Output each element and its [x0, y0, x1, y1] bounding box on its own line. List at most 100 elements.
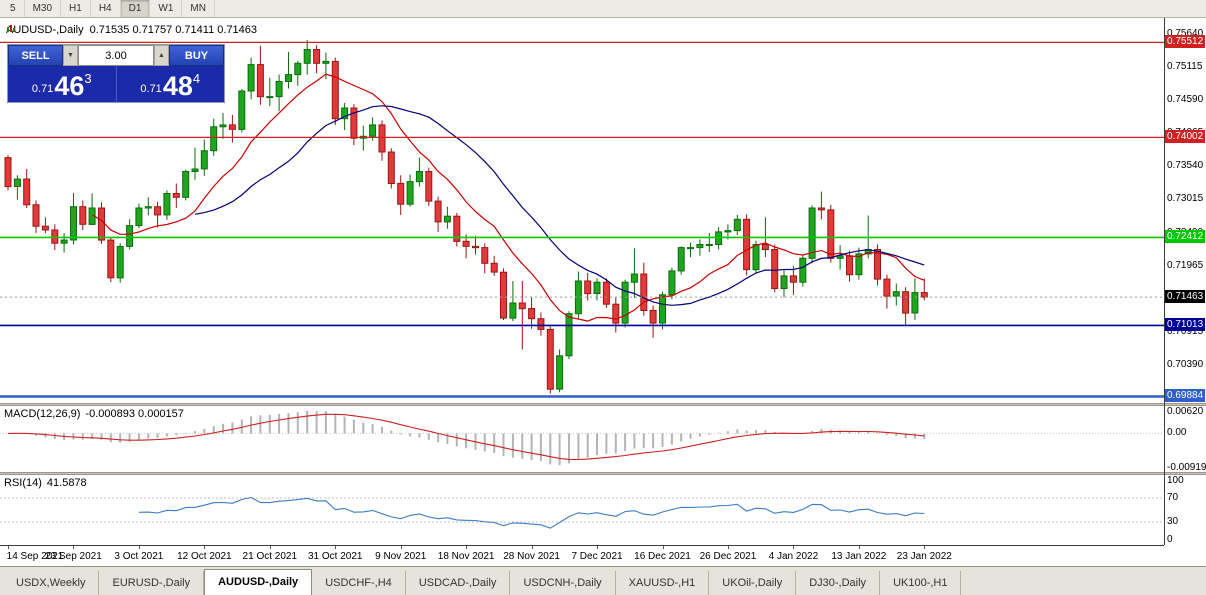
candle	[172, 183, 180, 208]
candle	[500, 268, 507, 320]
timeframe-button-h1[interactable]: H1	[61, 0, 91, 17]
candle	[453, 213, 461, 247]
rsi-pane[interactable]: RSI(14) 41.5878	[0, 475, 1164, 545]
chart-tab-audusddaily[interactable]: AUDUSD-,Daily	[204, 569, 313, 595]
date-axis-label: 23 Sep 2021	[45, 551, 102, 562]
candle	[649, 305, 657, 338]
candle	[640, 262, 648, 316]
timeframe-button-h4[interactable]: H4	[91, 0, 121, 17]
candle	[612, 297, 620, 333]
time-axis-tick	[466, 546, 467, 549]
chart-icon	[7, 25, 15, 32]
time-axis-tick	[663, 546, 664, 549]
macd-title: MACD(12,26,9)	[4, 408, 81, 420]
date-axis-label: 7 Dec 2021	[571, 551, 623, 562]
time-axis[interactable]: 14 Sep 2021 23 Sep 2021 3 Oct 2021 12 Oct 2…	[0, 545, 1164, 566]
level-price-label: 0.74002	[1164, 130, 1205, 144]
macd-label: MACD(12,26,9) -0.000893 0.000157	[4, 408, 184, 420]
rsi-title: RSI(14)	[4, 477, 42, 489]
chart-ohlc-readout: 0.71535 0.71757 0.71411 0.71463	[89, 24, 258, 36]
candle	[789, 265, 797, 295]
buy-button[interactable]: BUY	[169, 45, 224, 66]
chart-tab-ukoildaily[interactable]: UKOil-,Daily	[709, 571, 797, 595]
candle	[256, 45, 264, 105]
volume-input[interactable]	[78, 45, 154, 66]
rsi-axis-tick: 30	[1167, 516, 1179, 527]
candle	[154, 201, 162, 228]
chart-tab-usdchfh4[interactable]: USDCHF-,H4	[312, 571, 406, 595]
main-chart-pane[interactable]: AUDUSD-,Daily 0.71535 0.71757 0.71411 0.…	[0, 18, 1164, 403]
price-axis-macd[interactable]: 0.00620 0.00 -0.00919	[1164, 406, 1206, 473]
macd-axis-tick: 0.00	[1167, 427, 1187, 439]
candle	[630, 248, 638, 298]
candle	[827, 204, 835, 263]
candle	[434, 196, 442, 232]
candle	[481, 243, 489, 274]
chart-tab-eurusddaily[interactable]: EURUSD-,Daily	[99, 571, 205, 595]
price-axis-main[interactable]: 0.756400.751150.745900.740650.735400.730…	[1164, 18, 1206, 403]
rsi-axis-tick: 0	[1167, 534, 1173, 545]
chart-title: AUDUSD-,Daily 0.71535 0.71757 0.71411 0.…	[6, 24, 257, 36]
timeframe-button-d1[interactable]: D1	[120, 0, 151, 17]
buy-price-big-digits: 48	[162, 71, 193, 101]
buy-price-pipette: 4	[192, 71, 201, 86]
sell-price-display[interactable]: 0.71 46 3	[8, 66, 116, 102]
trade-panel-controls: SELL ▼ ▲ BUY	[8, 45, 224, 66]
date-axis-label: 26 Dec 2021	[699, 551, 757, 562]
price-divider	[115, 66, 117, 102]
sell-button[interactable]: SELL	[8, 45, 63, 66]
candle	[4, 155, 12, 191]
main-chart-svg	[0, 40, 1164, 398]
volume-decrease-button[interactable]: ▼	[63, 45, 78, 66]
chart-tab-usdcaddaily[interactable]: USDCAD-,Daily	[406, 571, 511, 595]
rsi-svg	[0, 496, 1164, 529]
chart-tab-dj30daily[interactable]: DJ30-,Daily	[796, 571, 881, 595]
chart-tab-uk100h1[interactable]: UK100-,H1	[880, 571, 962, 595]
timeframe-button-w1[interactable]: W1	[150, 0, 183, 17]
candle	[883, 274, 891, 309]
macd-signal-line	[7, 413, 925, 461]
candle	[902, 287, 910, 326]
candle	[247, 57, 255, 100]
timeframe-button-5[interactable]: 5	[2, 0, 25, 17]
price-axis-tick: 0.75640	[1167, 28, 1204, 40]
rsi-value: 41.5878	[46, 477, 87, 489]
triangle-down-icon: ▼	[67, 52, 74, 59]
pane-separator[interactable]	[0, 403, 1206, 406]
chart-tab-bar: USDX,Weekly EURUSD-,Daily AUDUSD-,Daily USD…	[0, 566, 1206, 595]
macd-values: -0.000893 0.000157	[85, 408, 184, 420]
date-axis-label: 13 Jan 2022	[831, 551, 887, 562]
buy-price-display[interactable]: 0.71 48 4	[117, 66, 225, 102]
time-axis-tick	[597, 546, 598, 549]
candle	[817, 191, 825, 220]
candle	[397, 175, 405, 215]
volume-increase-button[interactable]: ▲	[154, 45, 169, 66]
time-axis-tick	[793, 546, 794, 549]
pane-separator[interactable]	[0, 472, 1206, 475]
date-axis-label: 14 Sep 2021	[6, 551, 64, 562]
time-axis-tick	[139, 546, 140, 549]
candle	[490, 255, 498, 276]
candle	[565, 311, 573, 359]
timeframe-toolbar: 5 M30 H1 H4 D1 W1 MN	[0, 0, 1206, 18]
macd-pane[interactable]: MACD(12,26,9) -0.000893 0.000157	[0, 406, 1164, 472]
candle	[303, 40, 311, 75]
timeframe-button-mn[interactable]: MN	[182, 0, 215, 17]
chart-tab-usdcnhdaily[interactable]: USDCNH-,Daily	[510, 571, 616, 595]
timeframe-button-m30[interactable]: M30	[25, 0, 62, 17]
candle	[705, 233, 713, 252]
price-axis-rsi[interactable]: 100 70 30 0	[1164, 475, 1206, 545]
candle	[406, 174, 414, 207]
chart-tab-usdxweekly[interactable]: USDX,Weekly	[3, 571, 100, 595]
price-axis-tick: 0.73540	[1167, 160, 1204, 172]
candle	[425, 167, 433, 207]
axis-separator-line	[1164, 18, 1165, 545]
sell-price-prefix: 0.71	[31, 83, 54, 95]
time-axis-tick	[270, 546, 271, 549]
candle	[13, 175, 21, 200]
candle	[602, 278, 610, 308]
candle	[537, 312, 545, 336]
candle	[855, 247, 863, 280]
candle	[238, 89, 246, 133]
chart-tab-xauusdh1[interactable]: XAUUSD-,H1	[616, 571, 710, 595]
